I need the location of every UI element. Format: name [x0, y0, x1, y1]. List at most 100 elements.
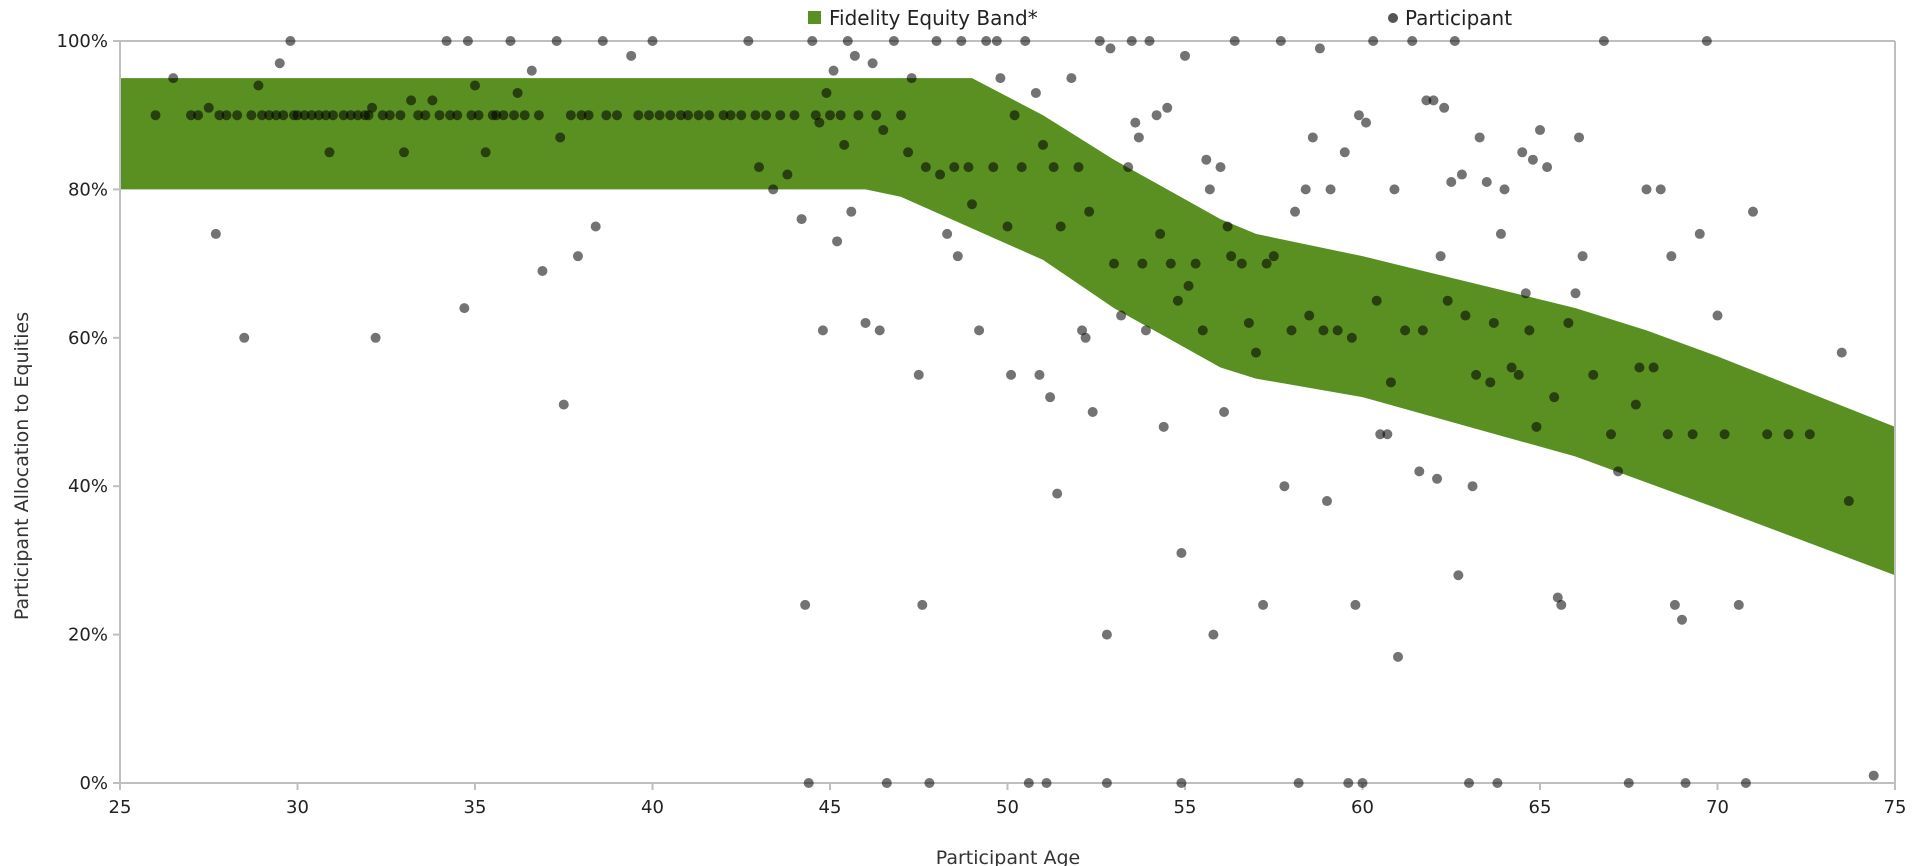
participant-point: [505, 36, 516, 46]
participant-point: [924, 778, 935, 788]
participant-point: [1038, 139, 1048, 150]
participant-point: [1041, 778, 1052, 788]
participant-point: [565, 110, 576, 121]
participant-point: [462, 36, 473, 46]
participant-point: [775, 110, 786, 121]
participant-point: [1492, 778, 1503, 788]
participant-point: [956, 36, 967, 46]
participant-point: [1105, 43, 1116, 54]
participant-point: [367, 102, 378, 113]
participant-point: [725, 110, 736, 121]
participant-point: [1485, 377, 1496, 388]
participant-point: [878, 125, 889, 136]
participant-point: [1332, 325, 1343, 336]
participant-point: [825, 110, 835, 121]
y-tick-label: 20%: [68, 625, 108, 646]
participant-point: [1109, 258, 1119, 269]
participant-point: [1116, 310, 1127, 321]
participant-point: [537, 266, 548, 277]
participant-point: [931, 36, 942, 46]
participant-point: [221, 110, 232, 121]
participant-point: [292, 110, 303, 121]
participant-point: [576, 110, 587, 121]
participant-point: [1325, 184, 1336, 195]
participant-point: [1268, 251, 1279, 262]
participant-point: [427, 95, 438, 106]
participant-point: [1314, 43, 1325, 54]
participant-point: [1204, 184, 1215, 195]
participant-point: [1190, 258, 1201, 269]
participant-point: [1563, 317, 1574, 328]
x-tick-label: 50: [996, 797, 1019, 818]
participant-point: [406, 95, 417, 106]
participant-point: [370, 332, 381, 343]
x-tick-label: 60: [1351, 797, 1374, 818]
participant-point: [1101, 778, 1112, 788]
participant-point: [1524, 325, 1535, 336]
participant-point: [1353, 110, 1364, 121]
participant-point: [1393, 651, 1403, 662]
participant-point: [1346, 332, 1357, 343]
participant-point: [1648, 362, 1659, 373]
participant-point: [278, 110, 289, 121]
participant-point: [1588, 369, 1599, 380]
participant-point: [1087, 407, 1098, 417]
participant-point: [1144, 36, 1155, 46]
participant-point: [1662, 429, 1673, 440]
participant-point: [1180, 50, 1190, 61]
participant-point: [363, 110, 374, 121]
participant-point: [1868, 770, 1879, 781]
participant-point: [1748, 206, 1758, 217]
participant-point: [459, 303, 470, 314]
participant-point: [526, 65, 537, 76]
participant-point: [1290, 206, 1301, 217]
participant-point: [1495, 228, 1506, 239]
legend-participant-label: Participant: [1405, 6, 1512, 30]
y-tick-label: 60%: [68, 328, 108, 349]
participant-point: [324, 147, 335, 158]
participant-point: [1449, 36, 1460, 46]
participant-point: [583, 110, 594, 121]
participant-point: [789, 110, 800, 121]
participant-point: [1598, 36, 1609, 46]
participant-point: [1261, 258, 1272, 269]
participant-point: [466, 110, 477, 121]
x-tick-label: 70: [1706, 797, 1729, 818]
participant-point: [1172, 295, 1183, 306]
participant-point: [1222, 221, 1233, 232]
participant-point: [1843, 496, 1854, 507]
participant-point: [551, 36, 562, 46]
participant-point: [498, 110, 509, 121]
x-tick-label: 30: [286, 797, 309, 818]
participant-point: [509, 110, 520, 121]
participant-point: [839, 139, 850, 150]
participant-point: [874, 325, 885, 336]
participant-point: [782, 169, 793, 180]
participant-point: [849, 50, 860, 61]
participant-point: [1361, 117, 1372, 128]
participant-point: [1101, 629, 1112, 640]
participant-point: [896, 110, 906, 121]
participant-point: [1535, 125, 1545, 136]
participant-point: [1066, 73, 1077, 84]
participant-point: [881, 778, 892, 788]
participant-point: [1339, 147, 1350, 158]
participant-point: [1140, 325, 1151, 336]
participant-point: [643, 110, 654, 121]
x-tick-label: 45: [819, 797, 842, 818]
participant-point: [1733, 599, 1744, 610]
participant-point: [867, 58, 878, 69]
participant-point: [1687, 429, 1698, 440]
participant-point: [871, 110, 882, 121]
participant-point: [274, 58, 285, 69]
participant-point: [995, 73, 1006, 84]
participant-point: [572, 251, 583, 262]
participant-point: [718, 110, 729, 121]
participant-point: [1130, 117, 1141, 128]
participant-point: [1126, 36, 1137, 46]
participant-point: [1421, 95, 1432, 106]
participant-point: [1048, 162, 1059, 173]
participant-point: [1385, 377, 1396, 388]
participant-point: [1020, 36, 1031, 46]
participant-point: [963, 162, 974, 173]
